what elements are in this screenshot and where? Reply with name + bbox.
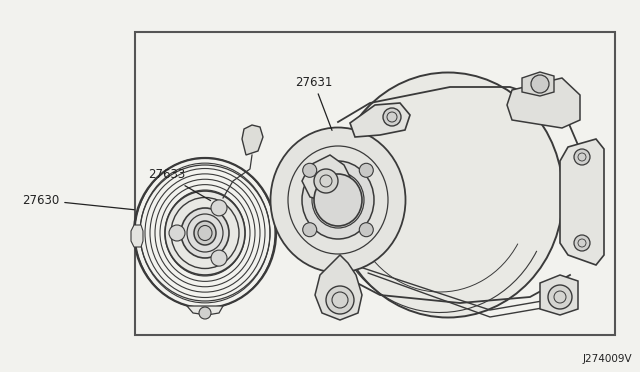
Ellipse shape <box>165 191 245 275</box>
Ellipse shape <box>302 161 374 239</box>
Ellipse shape <box>321 182 355 218</box>
Polygon shape <box>350 103 410 137</box>
Circle shape <box>359 223 373 237</box>
Circle shape <box>314 169 338 193</box>
Circle shape <box>548 285 572 309</box>
Text: 27633: 27633 <box>148 169 211 201</box>
Text: 27631: 27631 <box>295 76 332 131</box>
Ellipse shape <box>333 73 563 317</box>
Circle shape <box>531 75 549 93</box>
Text: J274009V: J274009V <box>582 354 632 364</box>
Ellipse shape <box>271 128 406 273</box>
Circle shape <box>326 286 354 314</box>
Polygon shape <box>302 155 352 203</box>
Circle shape <box>211 200 227 216</box>
Circle shape <box>303 223 317 237</box>
Circle shape <box>169 225 185 241</box>
Polygon shape <box>242 125 263 155</box>
Circle shape <box>199 307 211 319</box>
Polygon shape <box>507 78 580 128</box>
Polygon shape <box>187 306 223 315</box>
Polygon shape <box>540 275 578 315</box>
Circle shape <box>303 163 317 177</box>
Ellipse shape <box>181 208 229 258</box>
Circle shape <box>574 149 590 165</box>
Circle shape <box>574 235 590 251</box>
Circle shape <box>359 163 373 177</box>
Polygon shape <box>522 72 554 96</box>
Ellipse shape <box>194 221 216 245</box>
Circle shape <box>211 250 227 266</box>
Ellipse shape <box>314 174 362 226</box>
Polygon shape <box>315 255 362 320</box>
Circle shape <box>383 108 401 126</box>
Text: 27630: 27630 <box>22 193 134 210</box>
Polygon shape <box>131 225 143 247</box>
Polygon shape <box>560 139 604 265</box>
